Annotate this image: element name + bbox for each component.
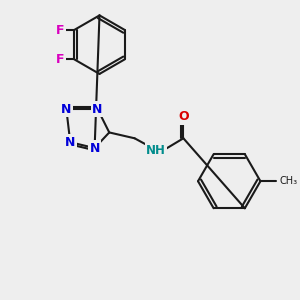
Text: N: N	[92, 103, 103, 116]
Text: N: N	[89, 142, 100, 154]
Text: CH₃: CH₃	[280, 176, 298, 186]
Text: F: F	[56, 53, 65, 66]
Text: NH: NH	[146, 143, 166, 157]
Text: N: N	[65, 136, 75, 149]
Text: F: F	[56, 23, 65, 37]
Text: N: N	[61, 103, 71, 116]
Text: O: O	[178, 110, 189, 123]
